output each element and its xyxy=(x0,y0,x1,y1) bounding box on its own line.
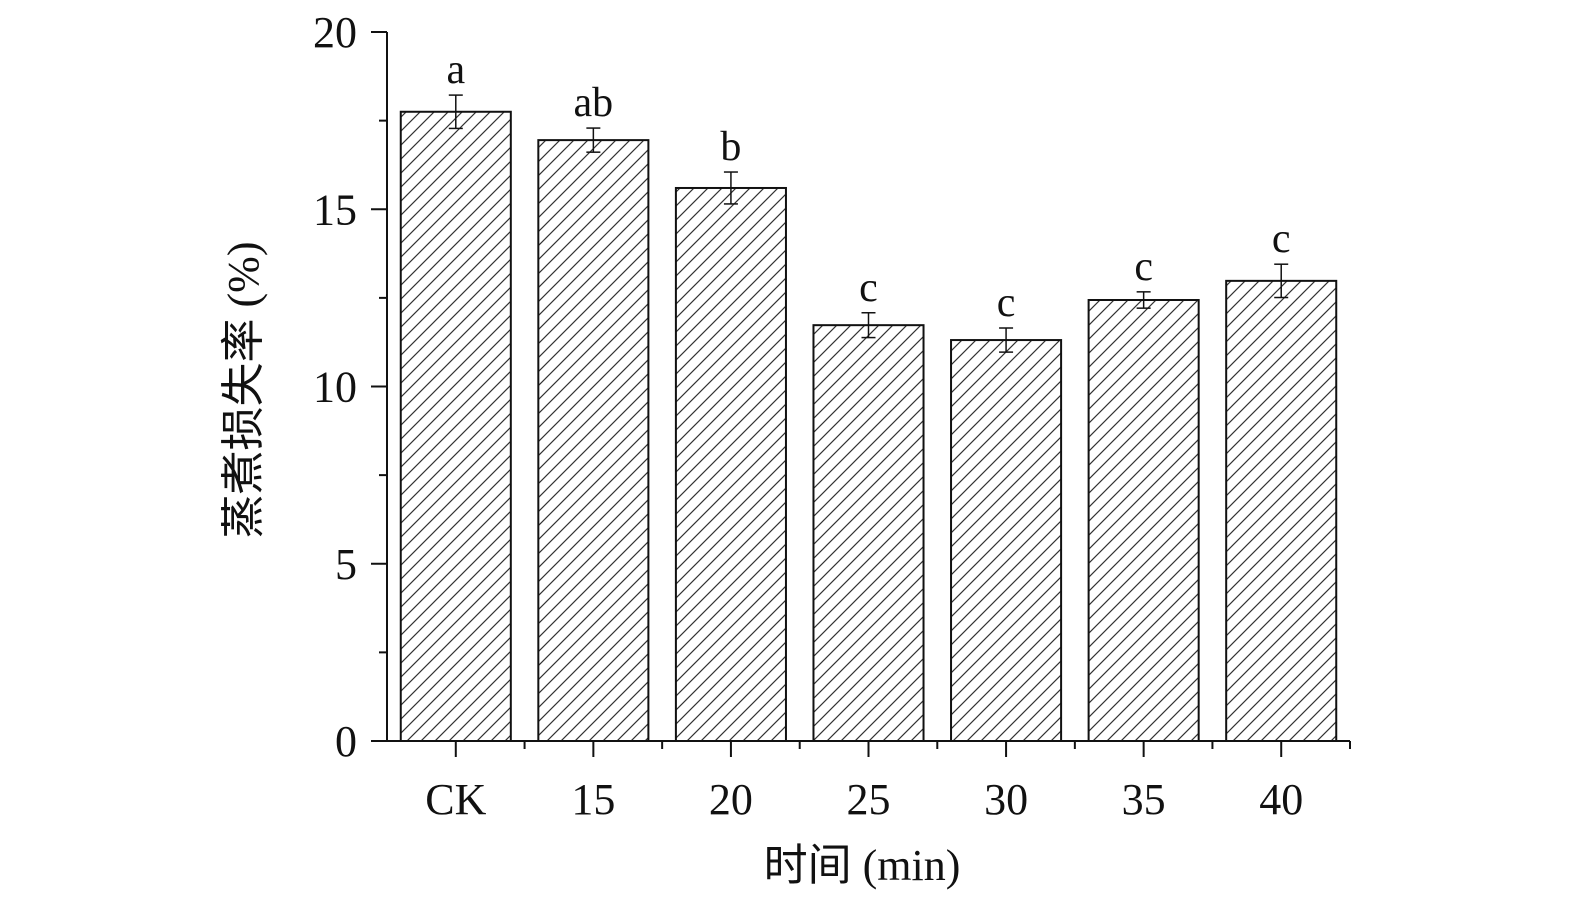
significance-letter: c xyxy=(997,280,1016,326)
bar-hatch xyxy=(1087,299,1200,742)
significance-letter: b xyxy=(720,124,741,170)
x-tick-label: 30 xyxy=(984,775,1028,824)
bar-hatch xyxy=(399,110,512,742)
plot-area: 0 5 10 15 20 a CK ab 15 b 20 c 25 c 30 c 35 c 40 xyxy=(313,8,1351,824)
bar-hatch xyxy=(674,186,787,743)
y-tick-label: 15 xyxy=(313,185,357,234)
bar-hatch xyxy=(1225,279,1338,742)
y-tick-label: 5 xyxy=(335,540,357,589)
y-tick-label: 0 xyxy=(335,717,357,766)
x-tick-label: 35 xyxy=(1122,775,1166,824)
significance-letter: a xyxy=(446,47,465,93)
x-tick-label: CK xyxy=(425,775,486,824)
x-tick-label: 40 xyxy=(1259,775,1303,824)
y-tick-label: 10 xyxy=(313,363,357,412)
significance-letter: c xyxy=(1134,244,1153,290)
significance-letter: c xyxy=(859,265,878,311)
x-tick-label: 25 xyxy=(847,775,891,824)
y-axis-title: 蒸煮损失率 (%) xyxy=(219,242,268,539)
x-axis-title: 时间 (min) xyxy=(764,841,961,890)
bar-hatch xyxy=(537,139,650,742)
x-tick-label: 20 xyxy=(709,775,753,824)
significance-letter: c xyxy=(1272,216,1291,262)
bar-hatch xyxy=(950,339,1063,742)
y-tick-label: 20 xyxy=(313,8,357,57)
x-tick-label: 15 xyxy=(571,775,615,824)
bar-hatch xyxy=(812,324,925,742)
significance-letter: ab xyxy=(574,80,614,126)
